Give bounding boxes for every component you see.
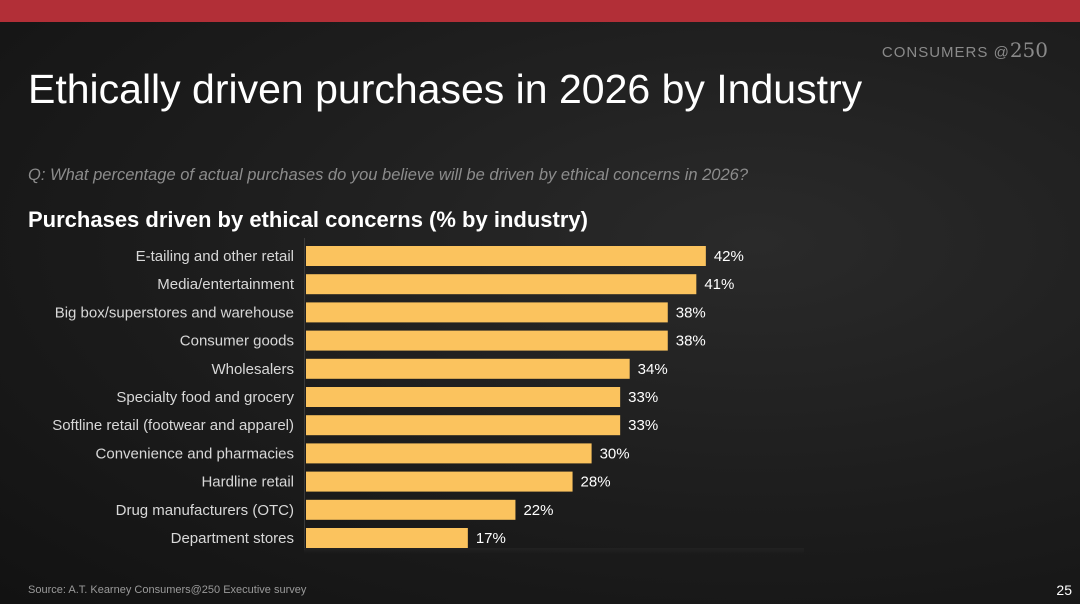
bar (306, 499, 516, 520)
category-label: Department stores (171, 530, 294, 547)
bar-chart: E-tailing and other retail 42% Media/enter… (52, 246, 744, 548)
page-title: Ethically driven purchases in 2026 by In… (28, 66, 863, 112)
value-label: 33% (628, 389, 658, 406)
source-note: Source: A.T. Kearney Consumers@250 Execu… (28, 584, 307, 596)
bar (306, 246, 706, 266)
value-label: 38% (676, 304, 706, 321)
bar (306, 274, 697, 295)
bar (306, 387, 621, 407)
bar (306, 443, 592, 464)
value-label: 42% (714, 248, 744, 265)
category-label: Wholesalers (211, 361, 294, 378)
chart-axis-line (304, 238, 305, 550)
value-label: 38% (676, 333, 706, 350)
survey-question: Q: What percentage of actual purchases d… (28, 166, 749, 184)
chart-base-shadow (304, 548, 804, 554)
category-label: E-tailing and other retail (136, 248, 294, 265)
value-label: 22% (523, 502, 553, 519)
value-label: 30% (600, 445, 630, 462)
page-number: 25 (1056, 582, 1072, 598)
category-label: Drug manufacturers (OTC) (116, 502, 294, 519)
bar (306, 415, 621, 436)
brand-logo: CONSUMERS @250 (881, 38, 1048, 62)
category-label: Specialty food and grocery (116, 389, 294, 406)
bar (306, 330, 668, 351)
category-label: Media/entertainment (157, 276, 295, 293)
category-label: Softline retail (footwear and apparel) (52, 417, 294, 434)
category-label: Big box/superstores and warehouse (55, 304, 294, 321)
value-label: 28% (581, 474, 611, 491)
bar (306, 302, 668, 323)
chart-title: Purchases driven by ethical concerns (% … (28, 207, 588, 232)
value-label: 17% (476, 530, 506, 547)
bar (306, 528, 468, 548)
value-label: 41% (704, 276, 734, 293)
category-label: Hardline retail (201, 474, 294, 491)
value-label: 33% (628, 417, 658, 434)
value-label: 34% (638, 361, 668, 378)
category-label: Convenience and pharmacies (96, 445, 294, 462)
bar (306, 471, 573, 492)
bar (306, 358, 630, 379)
top-accent-bar (0, 0, 1080, 22)
category-label: Consumer goods (180, 333, 294, 350)
